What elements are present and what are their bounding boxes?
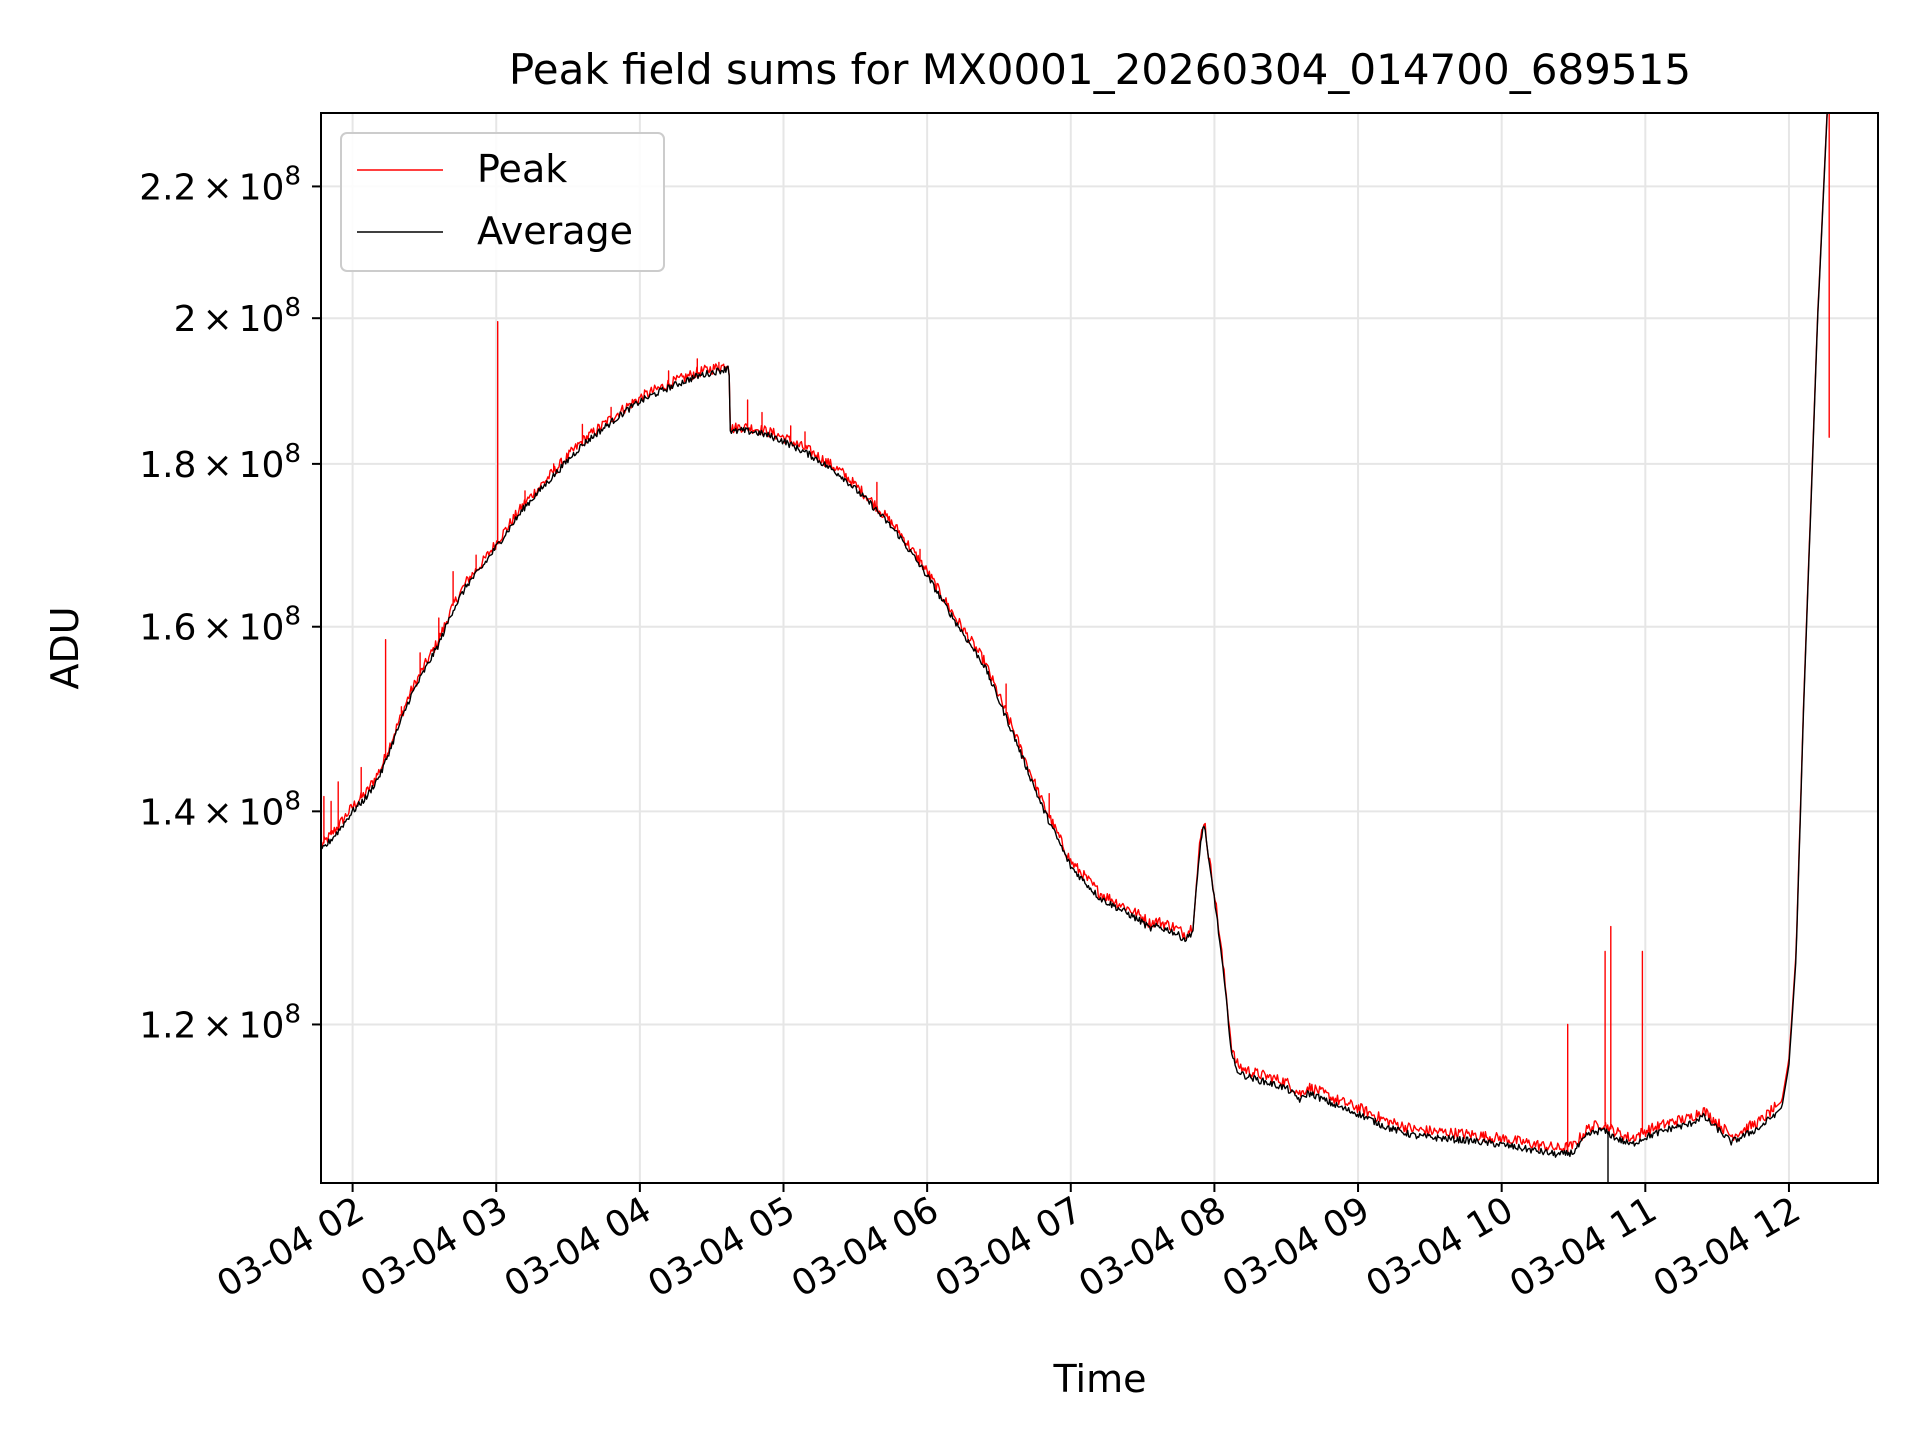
y-tick-times: × (202, 299, 232, 340)
x-tick-label: 03-04 08 (1072, 1189, 1233, 1305)
x-tick-label: 03-04 10 (1360, 1189, 1521, 1305)
x-tick-label: 03-04 06 (785, 1189, 946, 1305)
y-tick-exponent: 8 (284, 161, 301, 191)
y-tick-exponent: 8 (284, 439, 301, 469)
y-tick-base: 10 (239, 445, 285, 486)
plot-series (321, 113, 1830, 1183)
y-tick-label: 2 × 108 (174, 293, 301, 340)
y-tick-base: 10 (239, 792, 285, 833)
y-tick-mantissa: 2.2 (139, 167, 196, 208)
y-tick-exponent: 8 (284, 786, 301, 816)
y-tick-exponent: 8 (284, 999, 301, 1029)
y-tick-label: 1.8 × 108 (139, 439, 301, 486)
y-tick-mantissa: 1.8 (139, 445, 196, 486)
x-tick-label: 03-04 07 (929, 1189, 1090, 1305)
x-tick-label: 03-04 09 (1216, 1189, 1377, 1305)
legend-peak-label: Peak (477, 147, 567, 191)
y-tick-base: 10 (239, 608, 285, 649)
grid-lines (321, 113, 1878, 1183)
chart-title: Peak field sums for MX0001_20260304_0147… (509, 45, 1691, 94)
y-tick-base: 10 (239, 1005, 285, 1046)
x-tick-label: 03-04 11 (1503, 1189, 1664, 1305)
y-tick-times: × (202, 608, 232, 649)
y-tick-times: × (202, 1005, 232, 1046)
x-tick-label: 03-04 02 (210, 1189, 371, 1305)
y-tick-mantissa: 1.4 (139, 792, 196, 833)
y-tick-base: 10 (239, 167, 285, 208)
x-tick-label: 03-04 03 (354, 1189, 515, 1305)
y-tick-label: 1.2 × 108 (139, 999, 301, 1046)
legend-box (340, 132, 665, 272)
plot-frame (320, 112, 1879, 1184)
y-tick-mantissa: 1.2 (139, 1005, 196, 1046)
y-tick-times: × (202, 445, 232, 486)
y-tick-label: 1.6 × 108 (139, 602, 301, 649)
x-axis-label: Time (1053, 1357, 1147, 1401)
legend: Peak Average (340, 132, 665, 272)
y-tick-mantissa: 2 (174, 299, 197, 340)
y-tick-times: × (202, 792, 232, 833)
x-tick-label: 03-04 12 (1647, 1189, 1808, 1305)
y-tick-label: 1.4 × 108 (139, 786, 301, 833)
y-tick-mantissa: 1.6 (139, 608, 196, 649)
y-tick-exponent: 8 (284, 293, 301, 323)
x-tick-label: 03-04 04 (498, 1189, 659, 1305)
y-tick-exponent: 8 (284, 602, 301, 632)
y-tick-label: 2.2 × 108 (139, 161, 301, 208)
y-axis-label: ADU (43, 606, 87, 689)
legend-average-label: Average (477, 209, 633, 253)
series-line-average (321, 113, 1828, 1183)
y-tick-base: 10 (239, 299, 285, 340)
y-tick-times: × (202, 167, 232, 208)
x-tick-label: 03-04 05 (641, 1189, 802, 1305)
